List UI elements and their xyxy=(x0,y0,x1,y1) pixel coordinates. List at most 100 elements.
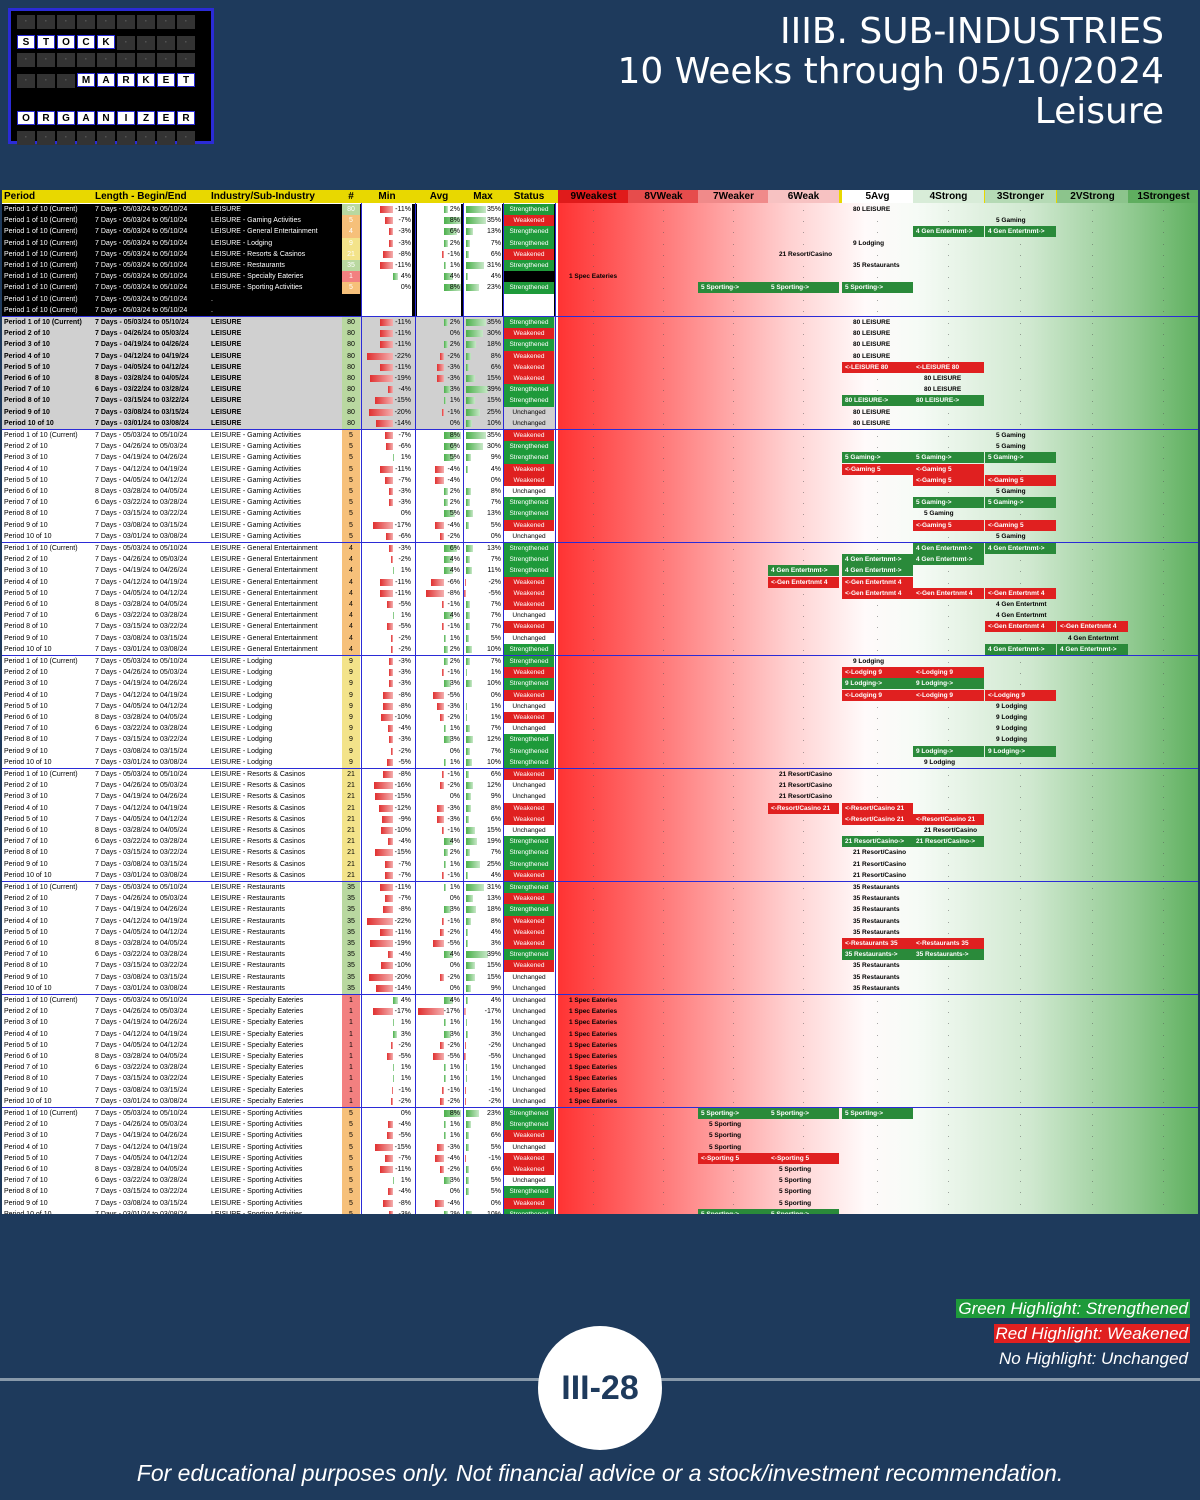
min-bar xyxy=(384,476,393,484)
length-cell: 7 Days - 03/08/24 to 03/15/24 xyxy=(95,973,188,981)
zone-empty: . xyxy=(732,906,735,914)
length-cell: 7 Days - 04/19/24 to 04/26/24 xyxy=(95,341,189,349)
zone-empty: . xyxy=(1091,228,1094,236)
zone-empty: . xyxy=(662,1188,665,1196)
min-value: -3% xyxy=(398,669,411,677)
zone-empty: . xyxy=(732,319,735,326)
min-cell: -17% xyxy=(362,1006,412,1017)
avg-value: -2% xyxy=(447,1097,460,1105)
period-cell: Period 1 of 10 (Current) xyxy=(4,1110,78,1117)
count-cell: 21 xyxy=(342,802,360,814)
table-row: Period 1 of 10 (Current) 7 Days - 05/03/2… xyxy=(2,271,1198,283)
avg-cell: -2% xyxy=(417,927,461,938)
min-bar xyxy=(389,1210,393,1214)
count-cell: 80 xyxy=(342,384,360,396)
avg-cell: 1% xyxy=(417,882,461,893)
table-row: Period 3 of 10 7 Days - 04/19/24 to 04/26… xyxy=(2,1130,1198,1142)
avg-bar xyxy=(444,1132,447,1140)
min-bar xyxy=(393,273,398,281)
zone-empty: . xyxy=(1091,612,1094,620)
zone-empty: . xyxy=(732,849,735,857)
max-bar xyxy=(466,747,470,755)
min-cell: -5% xyxy=(362,599,412,610)
zone-empty: . xyxy=(1091,827,1094,834)
min-value: -8% xyxy=(398,771,411,778)
industry-cell: LEISURE - Lodging xyxy=(211,725,273,733)
avg-value: -6% xyxy=(447,578,460,586)
avg-cell: -4% xyxy=(417,520,461,531)
max-value: 6% xyxy=(490,1166,501,1173)
length-cell: 8 Days - 03/28/24 to 04/05/24 xyxy=(95,714,188,721)
zone-empty: . xyxy=(947,1086,950,1094)
zone-empty: . xyxy=(1162,771,1165,778)
row-bg xyxy=(2,417,555,429)
count-cell: 1 xyxy=(342,1095,360,1107)
table-row: Period 7 of 10 6 Days - 03/22/24 to 03/28… xyxy=(2,836,1198,848)
zone-empty: . xyxy=(592,1188,595,1196)
zone-empty: . xyxy=(1019,997,1022,1004)
zone-empty: . xyxy=(662,262,665,269)
length-cell: 7 Days - 04/05/24 to 04/12/24 xyxy=(95,476,188,484)
sub-industry-table: Period Length - Begin/End Industry/Sub-Ind… xyxy=(2,190,1198,1214)
max-value: 19% xyxy=(486,838,501,846)
min-cell: -4% xyxy=(362,1119,412,1130)
zone-empty: . xyxy=(1162,962,1165,970)
industry-cell: LEISURE - Resorts & Casinos xyxy=(211,827,306,834)
length-cell: 8 Days - 03/28/24 to 04/05/24 xyxy=(95,488,188,495)
table-row: Period 2 of 10 7 Days - 04/26/24 to 05/03… xyxy=(2,328,1198,340)
zone-empty: . xyxy=(1162,432,1165,439)
zone-empty: . xyxy=(662,827,665,834)
max-cell: 6% xyxy=(464,769,502,780)
avg-value: 8% xyxy=(449,284,460,292)
zone-label: <-Lodging 9 xyxy=(913,689,984,701)
table-row: Period 8 of 10 7 Days - 03/15/24 to 03/22… xyxy=(2,621,1198,633)
max-cell: 1% xyxy=(464,667,502,678)
zone-empty: . xyxy=(1019,206,1022,213)
avg-bar xyxy=(444,1075,447,1083)
zone-empty: . xyxy=(662,838,665,846)
length-cell: 6 Days - 03/22/24 to 03/28/24 xyxy=(95,499,188,507)
avg-value: -3% xyxy=(447,1143,460,1151)
avg-cell: -2% xyxy=(417,1096,461,1107)
max-value: 31% xyxy=(486,262,501,269)
logo-letter: A xyxy=(77,111,95,125)
table-row: Period 5 of 10 7 Days - 04/05/24 to 04/12… xyxy=(2,700,1198,712)
avg-value: 0% xyxy=(449,747,460,755)
avg-cell: -4% xyxy=(417,1153,461,1164)
zone-label: 5 Gaming xyxy=(996,432,1026,439)
table-row: Period 6 of 10 8 Days - 03/28/24 to 04/05… xyxy=(2,1164,1198,1176)
avg-value: 1% xyxy=(449,884,460,891)
length-cell: 7 Days - 05/03/24 to 05/10/24 xyxy=(95,884,188,891)
max-bar xyxy=(466,454,472,462)
strength-gradient xyxy=(558,190,1198,1214)
status-badge: Unchanged xyxy=(512,973,546,981)
zone-empty: . xyxy=(592,532,595,540)
length-cell: 7 Days - 03/08/24 to 03/15/24 xyxy=(95,747,188,755)
max-cell: 3% xyxy=(464,1029,502,1040)
max-bar xyxy=(466,758,472,766)
max-value: 10% xyxy=(486,680,501,688)
length-cell: 7 Days - 04/12/24 to 04/19/24 xyxy=(95,578,188,586)
period-cell: Period 10 of 10 xyxy=(4,984,52,992)
max-bar xyxy=(466,658,470,665)
count-cell: 9 xyxy=(342,656,360,668)
zone-empty: . xyxy=(876,375,879,382)
zone-empty: . xyxy=(1091,408,1094,416)
avg-cell: 0% xyxy=(417,746,461,757)
max-value: 13% xyxy=(486,545,501,552)
zone-empty: . xyxy=(802,510,805,518)
zone-empty: . xyxy=(662,984,665,992)
status-badge: Strengthened xyxy=(504,949,554,961)
status-badge: Weakened xyxy=(504,463,554,475)
zone-empty: . xyxy=(947,1041,950,1049)
min-bar xyxy=(387,601,393,608)
zone-empty: . xyxy=(802,884,805,891)
zone-empty: . xyxy=(732,556,735,564)
count-cell: 5 xyxy=(342,1197,360,1209)
zone-empty: . xyxy=(1019,284,1022,292)
min-bar xyxy=(393,997,398,1004)
zone-empty: . xyxy=(802,634,805,642)
max-value: 10% xyxy=(487,1209,501,1214)
zone-empty: . xyxy=(1162,680,1165,688)
table-row: Period 1 of 10 (Current) 7 Days - 05/03/2… xyxy=(2,430,1198,442)
